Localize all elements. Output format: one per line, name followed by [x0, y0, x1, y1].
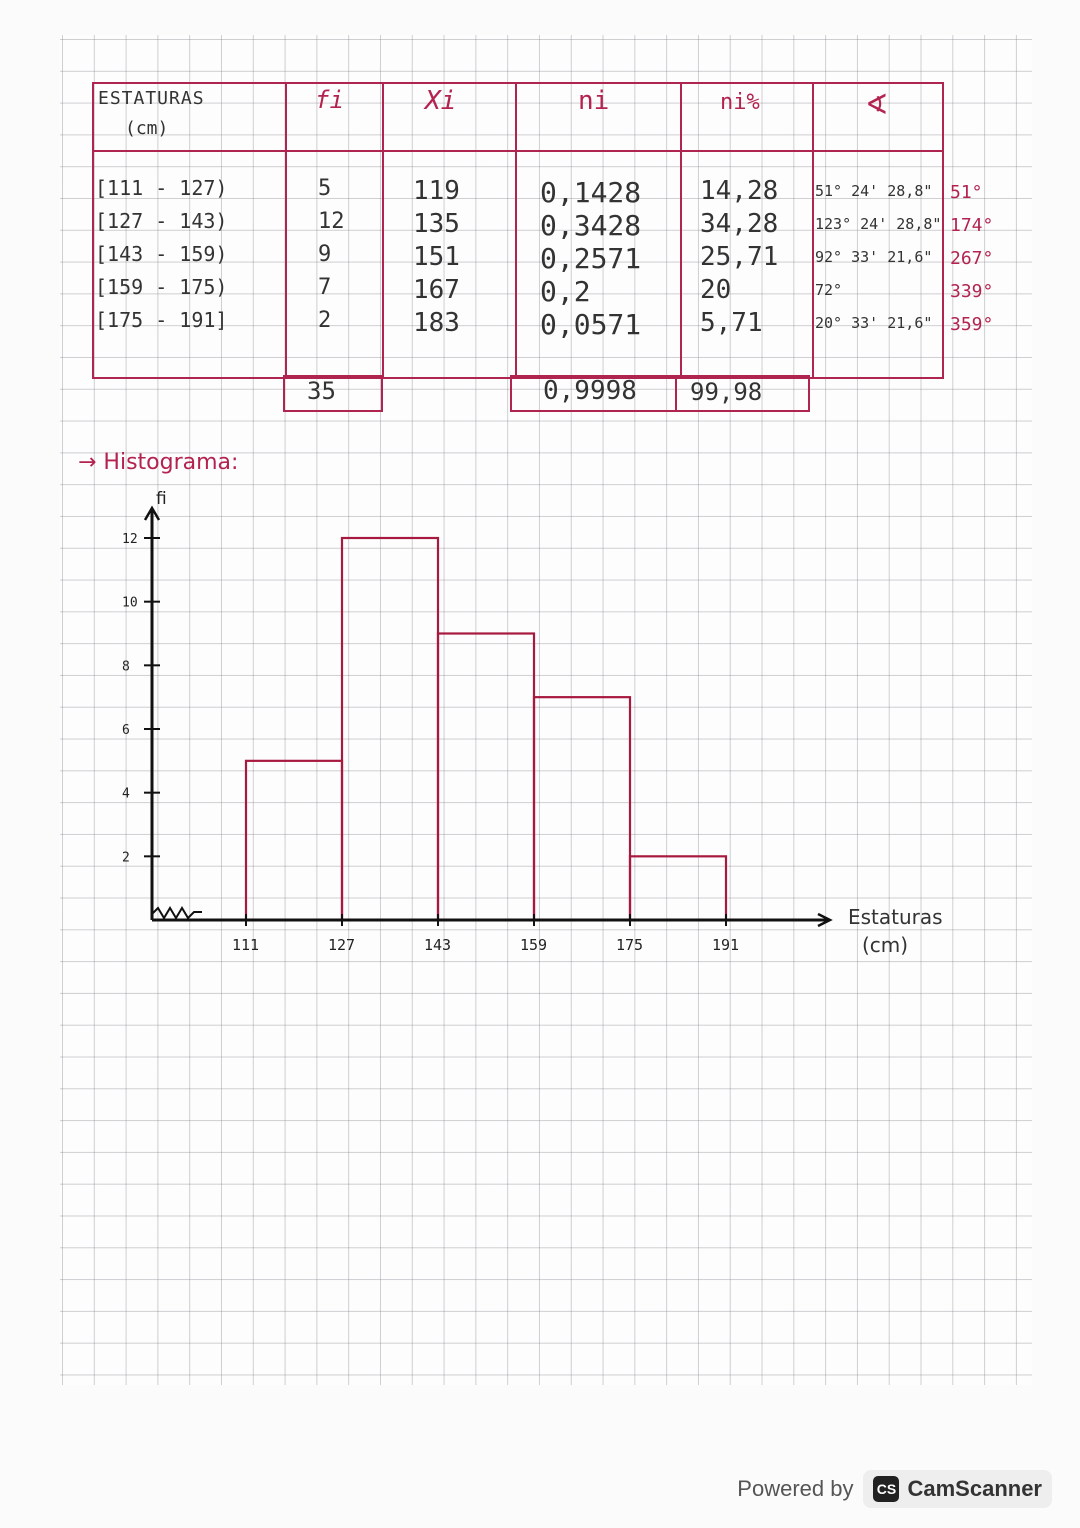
table-cell-nip: 5,71 [700, 308, 763, 338]
camscanner-watermark: Powered by CS CamScanner [737, 1470, 1052, 1508]
table-cell-xi: 119 [413, 176, 460, 206]
table-cell-interval: [111 - 127) [95, 176, 228, 200]
total-divider [675, 375, 677, 410]
axis-break-icon [151, 906, 202, 920]
x-tick-label: 127 [328, 936, 355, 954]
table-cell-xi: 151 [413, 242, 460, 272]
table-cell-nip: 20 [700, 275, 732, 305]
col-divider [382, 82, 384, 379]
table-cell-angle: 20° 33' 21,6" [815, 314, 933, 332]
table-cell-xi: 135 [413, 209, 460, 239]
table-cell-interval: [175 - 191] [95, 308, 228, 332]
header-ni-percent: ni% [720, 90, 760, 115]
x-tick-label: 159 [520, 936, 547, 954]
histogram-bar [244, 759, 344, 922]
total-ni-percent: 99,98 [690, 378, 763, 406]
col-divider [285, 82, 287, 379]
section-title: → Histograma: [78, 450, 239, 475]
header-fi: fi [315, 86, 344, 114]
histogram-bar [628, 855, 728, 922]
powered-by-text: Powered by [737, 1476, 854, 1501]
y-tick-label: 8 [122, 659, 130, 674]
table-cell-xi: 183 [413, 308, 460, 338]
y-tick-label: 4 [122, 787, 130, 802]
col-divider [515, 82, 517, 379]
grid-paper [60, 35, 1032, 1385]
header-ni: ni [578, 86, 610, 116]
header-xi: Xi [425, 86, 457, 116]
table-cell-fi: 9 [318, 242, 332, 267]
y-tick-label: 2 [122, 850, 130, 865]
table-cell-xi: 167 [413, 275, 460, 305]
histogram-bar [436, 632, 536, 922]
col-divider [680, 82, 682, 379]
total-fi: 35 [307, 377, 336, 405]
header-divider [92, 150, 942, 152]
table-cell-fi: 12 [318, 209, 345, 234]
x-axis-arrow-icon [817, 912, 833, 928]
cs-logo-icon: CS [873, 1476, 900, 1502]
header-estaturas: ESTATURAS [98, 88, 205, 109]
table-cell-interval: [127 - 143) [95, 209, 228, 233]
table-cell-cum: 174° [950, 215, 994, 236]
table-cell-angle: 72° [815, 281, 843, 299]
y-axis-label: fi [156, 489, 167, 509]
table-cell-nip: 34,28 [700, 209, 779, 239]
table-cell-ni: 0,2571 [540, 242, 642, 275]
table-outline [92, 82, 944, 379]
table-cell-ni: 0,0571 [540, 308, 642, 341]
x-tick-label: 191 [712, 936, 739, 954]
total-ni-box [510, 375, 810, 412]
table-cell-angle: 92° 33' 21,6" [815, 248, 933, 266]
table-cell-fi: 7 [318, 275, 332, 300]
x-axis-label-unit: (cm) [862, 933, 908, 957]
x-axis-label: Estaturas [848, 905, 943, 929]
table-cell-angle: 123° 24' 28,8" [815, 215, 942, 233]
histogram-bar [340, 536, 440, 922]
total-fi-box [283, 375, 383, 412]
total-ni: 0,9998 [543, 376, 637, 406]
x-tick-label: 143 [424, 936, 451, 954]
header-angle: ∢ [865, 88, 889, 121]
col-divider [812, 82, 814, 379]
table-cell-nip: 14,28 [700, 176, 779, 206]
x-tick-label: 175 [616, 936, 643, 954]
table-cell-cum: 339° [950, 281, 994, 302]
table-cell-ni: 0,1428 [540, 176, 642, 209]
y-tick-label: 6 [122, 723, 130, 738]
histogram-bar [532, 696, 632, 922]
table-cell-fi: 5 [318, 176, 332, 201]
table-cell-interval: [143 - 159) [95, 242, 228, 266]
y-tick-label: 12 [122, 532, 138, 547]
table-cell-ni: 0,3428 [540, 209, 642, 242]
camscanner-logo: CS CamScanner [863, 1470, 1052, 1508]
x-tick-label: 111 [232, 936, 259, 954]
table-cell-ni: 0,2 [540, 275, 591, 308]
camscanner-name: CamScanner [907, 1476, 1042, 1501]
table-cell-nip: 25,71 [700, 242, 779, 272]
table-cell-fi: 2 [318, 308, 332, 333]
table-cell-interval: [159 - 175) [95, 275, 228, 299]
table-cell-cum: 267° [950, 248, 994, 269]
y-tick-label: 10 [122, 596, 138, 611]
table-cell-cum: 51° [950, 182, 983, 203]
table-cell-angle: 51° 24' 28,8" [815, 182, 933, 200]
header-cm: (cm) [125, 118, 169, 139]
y-axis-arrow-icon [143, 505, 161, 521]
table-cell-cum: 359° [950, 314, 994, 335]
